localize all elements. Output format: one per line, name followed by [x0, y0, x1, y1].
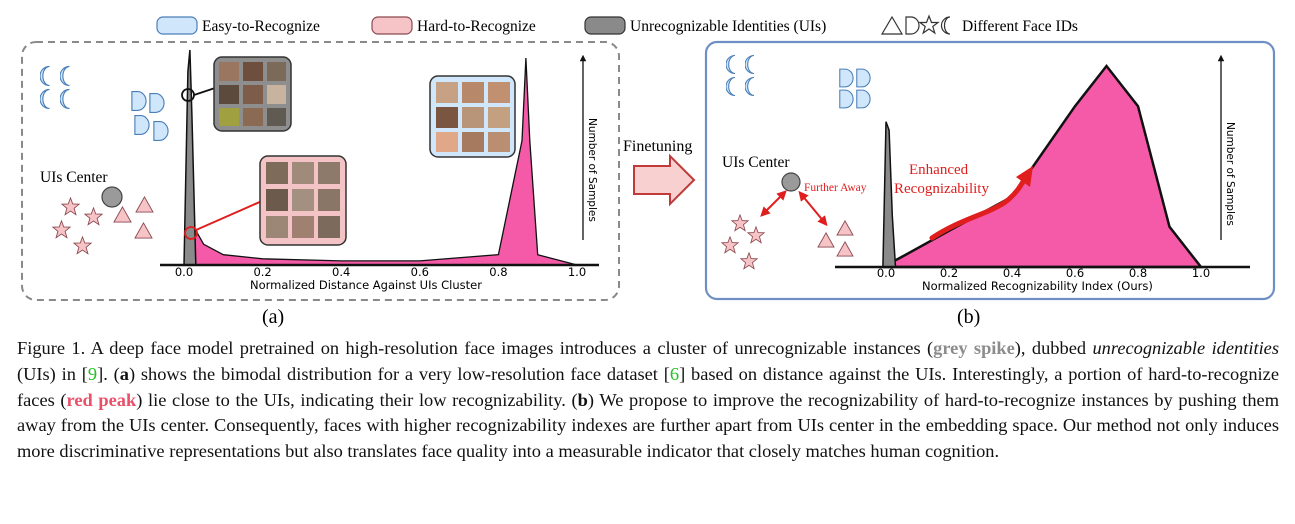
legend-easy-label: Easy-to-Recognize	[202, 18, 320, 35]
legend-uis-label: Unrecognizable Identities (UIs)	[630, 18, 826, 35]
tick-label: 0.8	[489, 265, 507, 279]
panel-a-xlabel: Normalized Distance Against UIs Cluster	[250, 278, 482, 292]
tick-label: 0.6	[1066, 266, 1084, 280]
panel-a-hard-faces-box	[259, 155, 347, 246]
panel-a: UIs Center Number of Samples 0.0 0.2 0.4 0.…	[21, 41, 620, 328]
tick-label: 0.4	[332, 265, 350, 279]
panel-a-tick-labels: 0.0 0.2 0.4 0.6 0.8 1.0	[175, 265, 586, 279]
finetuning-label: Finetuning	[623, 138, 692, 155]
panel-b-enhanced-line2: Recognizability	[894, 181, 989, 197]
panel-a-easy-faces-box	[429, 75, 516, 158]
panel-b-easy-moons	[726, 54, 755, 97]
legend-easy-swatch	[156, 16, 198, 35]
panel-b-enhanced-line1: Enhanced	[909, 162, 969, 178]
panel-a-label: (a)	[262, 306, 284, 328]
tick-label: 0.8	[1129, 266, 1147, 280]
panel-b-hard-density	[882, 63, 1204, 269]
panel-b-chart: Number of Samples 0.0 0.2 0.4 0.6 0.8 1.0 Nor…	[835, 54, 1250, 293]
panel-a-chart: Number of Samples 0.0 0.2 0.4 0.6 0.8 1.0 Nor…	[160, 49, 599, 292]
panel-a-easy-dshapes	[131, 90, 169, 142]
citation-9[interactable]: 9	[87, 363, 98, 384]
tick-label: 0.6	[411, 265, 429, 279]
panel-b: UIs Center Further Away Number of Sample…	[704, 40, 1276, 328]
tick-label: 1.0	[568, 265, 586, 279]
panel-a-ylabel: Number of Samples	[586, 118, 598, 222]
tick-label: 1.0	[1192, 266, 1210, 280]
panel-a-uis-center-dot	[101, 186, 123, 208]
panel-a-uis-faces-box	[213, 56, 292, 132]
panel-a-border	[21, 41, 620, 301]
panel-b-border	[704, 40, 1276, 301]
citation-6[interactable]: 6	[669, 363, 680, 384]
panel-b-further-away: Further Away	[804, 182, 867, 194]
tick-label: 0.2	[940, 266, 958, 280]
panel-b-uis-center-dot	[781, 172, 801, 192]
legend-hard-label: Hard-to-Recognize	[417, 18, 536, 35]
caption-uis-term: unrecognizable identities	[1092, 338, 1279, 358]
panel-b-label: (b)	[957, 306, 980, 328]
panel-a-red-peak-callout-circle	[184, 226, 198, 240]
panel-b-hard-triangles	[817, 220, 854, 257]
finetuning-arrow: Finetuning	[623, 138, 696, 207]
panel-b-uis-center-label: UIs Center	[722, 154, 790, 171]
figure-1: Easy-to-Recognize Hard-to-Recognize Unre…	[21, 14, 1276, 328]
panel-b-hard-stars	[721, 214, 765, 270]
panel-b-push-arrow-triangles	[798, 190, 828, 227]
panel-a-red-peak-callout-line	[195, 200, 263, 231]
panel-b-push-arrow-stars	[760, 190, 787, 217]
figure-caption: Figure 1. A deep face model pretrained o…	[17, 338, 1280, 462]
tick-label: 0.2	[253, 265, 271, 279]
panel-b-enhanced-arrow	[929, 177, 1027, 241]
legend: Easy-to-Recognize Hard-to-Recognize Unre…	[156, 14, 1078, 35]
panel-b-xlabel: Normalized Recognizability Index (Ours)	[922, 279, 1153, 293]
panel-a-spike-callout-line	[193, 87, 216, 96]
legend-uis-swatch	[584, 16, 626, 35]
panel-a-uis-center-label: UIs Center	[40, 169, 108, 186]
panel-a-hard-stars	[52, 197, 103, 255]
tick-label: 0.0	[877, 266, 895, 280]
tick-label: 0.0	[175, 265, 193, 279]
panel-a-hard-density	[183, 57, 578, 266]
panel-a-easy-moons	[40, 65, 71, 110]
caption-grey-spike: grey spike	[933, 338, 1015, 358]
panel-b-easy-dshapes	[839, 68, 871, 109]
finetuning-arrow-shape	[633, 153, 696, 207]
legend-face-ids-label: Different Face IDs	[962, 18, 1078, 35]
panel-b-ylabel: Number of Samples	[1224, 122, 1236, 226]
legend-hard-swatch	[371, 16, 413, 35]
panel-b-enhanced-arrowhead	[1016, 166, 1033, 187]
legend-face-id-shapes	[880, 14, 951, 35]
panel-b-tick-labels: 0.0 0.2 0.4 0.6 0.8 1.0	[877, 266, 1210, 280]
caption-red-peak: red peak	[66, 389, 137, 410]
tick-label: 0.4	[1003, 266, 1021, 280]
